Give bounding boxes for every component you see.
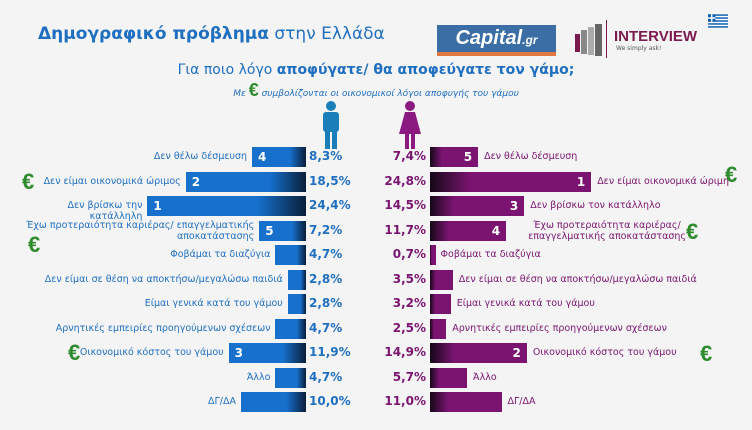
male-row-label: Άλλο: [246, 371, 271, 383]
male-value-label: 18,5%: [309, 173, 351, 188]
female-bar: 4: [430, 220, 507, 241]
male-bar: 4: [252, 147, 306, 167]
female-bar: [430, 318, 447, 339]
euro-icon: €: [28, 231, 41, 257]
male-value-label: 4,7%: [309, 247, 343, 261]
female-row-label: Είμαι γενικά κατά του γάμου: [456, 298, 595, 309]
female-bar: 5: [430, 147, 479, 167]
greek-flag-icon: [708, 14, 728, 28]
female-value-label: 3,2%: [392, 296, 426, 310]
female-value-label: 11,0%: [384, 394, 426, 408]
euro-icon: €: [68, 340, 81, 365]
male-bar: [275, 318, 306, 339]
male-bar: 3: [228, 343, 306, 363]
capital-logo: Capital.gr: [437, 25, 556, 56]
question-post: ;: [568, 62, 575, 78]
capital-logo-text: Capital: [455, 27, 523, 49]
male-value-label: 2,8%: [309, 296, 343, 310]
male-row-label: Αρνητικές εμπειρίες προηγούμενων σχέσεων: [55, 322, 271, 334]
male-bar: [275, 245, 306, 265]
note-post: συμβολίζονται οι οικονομικοί λόγοι αποφυ…: [258, 89, 519, 99]
euro-icon: €: [725, 161, 738, 187]
female-value-label: 3,5%: [392, 271, 426, 286]
female-bar: [430, 294, 451, 314]
female-bar: [430, 269, 453, 290]
female-row-label: Έχω προτεραιότητα καριέρας/ επαγγελματικ…: [528, 219, 686, 242]
female-row-label: Δεν είμαι οικονομικά ώριμη: [597, 175, 729, 187]
interview-tagline: We simply ask!: [616, 45, 662, 52]
female-row-label: Άλλο: [473, 371, 497, 383]
male-row-label: ΔΓ/ΔΑ: [208, 396, 236, 407]
male-value-label: 8,3%: [309, 149, 343, 163]
male-value-label: 4,7%: [309, 320, 343, 335]
male-row-label: Δεν θέλω δέσμευση: [153, 151, 248, 162]
male-value-label: 10,0%: [309, 394, 351, 408]
male-bar: [287, 269, 306, 290]
question-title: Για ποιο λόγο αποφύγατε/ θα αποφεύγατε τ…: [0, 62, 752, 78]
title-rest: στην Ελλάδα: [269, 24, 385, 44]
male-bar: [275, 367, 306, 388]
male-value-label: 4,7%: [309, 369, 343, 384]
interview-logo-text: INTERVIEW: [614, 28, 698, 45]
female-figure-icon: [399, 101, 421, 149]
capital-logo-suffix: .gr: [522, 33, 538, 47]
male-figure-icon: [323, 101, 339, 149]
male-row-label: Έχω προτεραιότητα καριέρας/ επαγγελματικ…: [26, 219, 255, 242]
male-value-label: 2,8%: [309, 271, 343, 286]
female-bar: 2: [430, 343, 527, 363]
female-bar: [430, 367, 468, 388]
male-value-label: 11,9%: [309, 345, 351, 359]
female-value-label: 11,7%: [384, 222, 426, 237]
female-value-label: 14,5%: [384, 198, 426, 212]
euro-icon: €: [248, 80, 259, 100]
male-row-label: Δεν είμαι σε θέση να αποκτήσω/μεγαλώσω π…: [44, 273, 283, 285]
female-bar: 3: [430, 196, 525, 216]
euro-icon: €: [700, 341, 713, 366]
euro-note: Με € συμβολίζονται οι οικονομικοί λόγοι …: [0, 81, 752, 99]
male-row-label: Φοβάμαι τα διαζύγια: [170, 249, 271, 260]
male-row-label: Δεν βρίσκω την κατάλληλη: [67, 200, 143, 222]
female-value-label: 24,8%: [384, 173, 426, 188]
male-row-label: Δεν είμαι οικονομικά ώριμος: [43, 175, 181, 187]
female-row-label: Δεν βρίσκω τον κατάλληλο: [530, 200, 661, 211]
female-value-label: 0,7%: [392, 247, 426, 261]
interview-logo-icon: [575, 20, 607, 58]
male-bar: 1: [147, 196, 306, 216]
female-value-label: 7,4%: [392, 149, 426, 163]
female-bar: 1: [430, 171, 592, 192]
female-row-label: Οικονομικό κόστος του γάμου: [532, 347, 677, 358]
female-row-label: Φοβάμαι τα διαζύγια: [440, 249, 541, 260]
female-row-label: Δεν είμαι σε θέση να αποκτήσω/μεγαλώσω π…: [458, 273, 697, 285]
female-bar: [430, 392, 502, 412]
female-row-label: Αρνητικές εμπειρίες προηγούμενων σχέσεων: [452, 322, 667, 334]
title-bold: Δημογραφικό πρόβλημα: [38, 24, 269, 44]
note-pre: Με: [233, 89, 249, 99]
male-row-label: Είμαι γενικά κατά του γάμου: [144, 298, 283, 309]
male-value-label: 24,4%: [309, 198, 351, 212]
page-title: Δημογραφικό πρόβλημα στην Ελλάδα: [38, 24, 385, 44]
question-bold: αποφύγατε/ θα αποφεύγατε τον γάμο: [276, 62, 569, 78]
female-row-label: Δεν θέλω δέσμευση: [484, 151, 578, 162]
euro-icon: €: [22, 168, 35, 194]
female-value-label: 14,9%: [384, 345, 426, 359]
question-pre: Για ποιο λόγο: [177, 62, 277, 78]
male-bar: 5: [259, 220, 306, 241]
male-row-label: Οικονομικό κόστος του γάμου: [79, 347, 224, 358]
male-bar: [287, 294, 306, 314]
female-bar: [430, 245, 436, 265]
male-bar: 2: [185, 171, 306, 192]
female-value-label: 2,5%: [392, 320, 426, 335]
male-bar: [241, 392, 306, 412]
male-value-label: 7,2%: [309, 222, 343, 237]
female-row-label: ΔΓ/ΔΑ: [507, 396, 536, 407]
euro-icon: €: [686, 218, 699, 244]
female-value-label: 5,7%: [392, 369, 426, 384]
